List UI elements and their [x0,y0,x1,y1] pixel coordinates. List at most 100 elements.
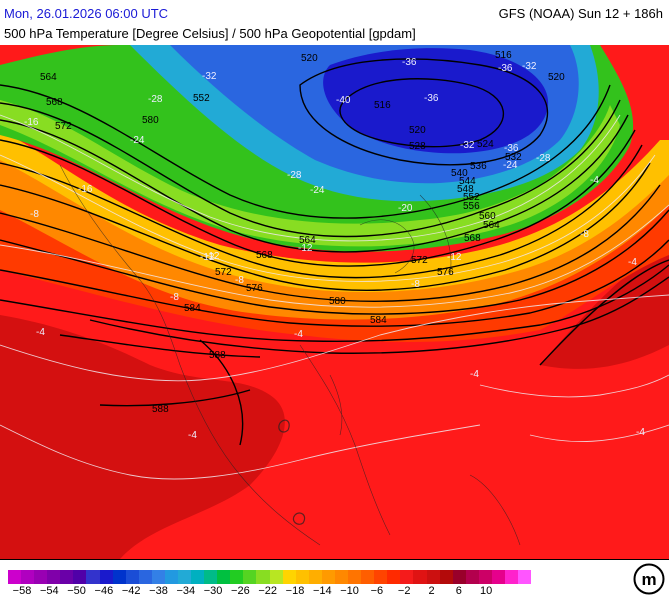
contour-label: 544 [459,176,476,187]
isotherm-label: -4 [188,430,197,441]
isotherm-label: -8 [411,279,420,290]
contour-label: 580 [329,296,346,307]
color-swatch [164,570,179,584]
contour-label: 580 [142,115,159,126]
color-swatch [282,570,296,584]
scale-tick-label: −50 [67,585,86,597]
color-swatch [151,570,165,584]
contour-label: 576 [437,267,454,278]
scale-tick-label: −6 [370,585,384,597]
contour-label: 552 [193,93,210,104]
color-swatch [8,570,22,584]
color-swatch [112,570,126,584]
meteologix-logo: m [633,563,665,595]
color-swatch [295,570,309,584]
isotherm-label: -12 [205,251,220,262]
color-swatch [60,570,74,584]
isotherm-label: -36 [402,57,417,68]
svg-text:m: m [641,570,656,589]
scale-tick-label: −22 [258,585,278,597]
scale-tick-label: −58 [12,585,32,597]
color-swatch [34,570,48,584]
contour-label: 556 [463,201,480,212]
color-swatch [99,570,113,584]
temperature-fill-red-orange [0,195,669,342]
temperature-fill-orange [0,155,669,320]
product-label: 500 hPa Temperature [Degree Celsius] / 5… [4,26,416,41]
color-swatch [465,570,479,584]
contour-label: 564 [40,72,57,83]
color-swatch [21,570,35,584]
isotherm-label: -36 [504,143,519,154]
temperature-fill-dark-red-east [540,245,669,369]
contour-label: 516 [495,50,512,61]
contour-label: 572 [55,121,72,132]
isotherm-label: -12 [447,252,462,263]
isotherm-label: -28 [536,153,551,164]
color-swatch [491,570,505,584]
color-swatch [86,570,100,584]
isotherm-label: -36 [424,93,439,104]
isotherm-label: -4 [294,329,303,340]
contour-label: 516 [374,100,391,111]
color-swatch [230,570,244,584]
contour-label: 564 [299,235,316,246]
contour-label: 540 [451,168,468,179]
temperature-contours [0,114,669,480]
color-scale-bar [8,570,532,584]
temperature-fill-dark-red [0,315,285,559]
color-swatch [178,570,192,584]
temperature-fill-yellow [0,130,669,293]
color-swatch [269,570,283,584]
isotherm-label: -8 [580,229,589,240]
color-swatch [504,570,519,584]
temperature-fill-deep-blue [323,48,549,154]
isotherm-label: -20 [398,203,413,214]
color-swatch [138,570,152,584]
contour-label: 520 [548,72,565,83]
isotherm-label: -32 [460,140,475,151]
temperature-labels: -32 -36 -32 -36 -40 -36 -36 -32 -28 -28 … [24,57,645,441]
isotherm-label: -32 [202,71,217,82]
contour-label: 560 [479,211,496,222]
scale-tick-label: 2 [428,585,435,597]
color-swatch [73,570,87,584]
isotherm-label: -8 [30,209,39,220]
color-swatch [413,570,427,584]
contour-label: 568 [256,250,273,261]
scale-tick-label: 6 [455,585,462,597]
contour-label: 520 [301,53,318,64]
color-swatch [334,570,349,584]
weather-map: 564 568 572 580 552 520 516 536 540 544 … [0,45,669,559]
scale-tick-label: −54 [39,585,59,597]
color-swatch [478,570,492,584]
color-swatch [243,570,257,584]
color-swatch [426,570,440,584]
isotherm-label: -12 [298,243,313,254]
color-swatch [308,570,322,584]
color-swatch [439,570,453,584]
color-scale-ticks: −58 −54 −50 −46 −42 −38 −34 −30 −26 −22 −18 −14 −10−… [0,585,669,599]
date-label: Mon, 26.01.2026 06:00 UTC [4,6,169,21]
isotherm-label: -12 [200,252,215,263]
color-swatch [321,570,335,584]
color-swatch [518,570,532,584]
isotherm-label: -4 [36,327,45,338]
isotherm-label: -36 [498,63,513,74]
contour-label: 548 [457,184,474,195]
scale-tick-label: 10 [479,585,493,597]
scale-tick-label: −10 [340,585,359,597]
isotherm-label: -4 [470,369,479,380]
contour-label: 576 [246,283,263,294]
isotherm-label: -28 [148,94,163,105]
color-swatch [374,570,388,584]
contour-label: 536 [470,161,487,172]
isotherm-label: -28 [287,170,302,181]
map-frame-line [0,559,669,560]
isotherm-label: -8 [170,292,179,303]
contour-label: 568 [46,97,63,108]
isotherm-label: -4 [590,175,599,186]
scale-tick-label: −42 [121,585,141,597]
isotherm-label: -40 [336,95,351,106]
color-swatch [256,570,270,584]
